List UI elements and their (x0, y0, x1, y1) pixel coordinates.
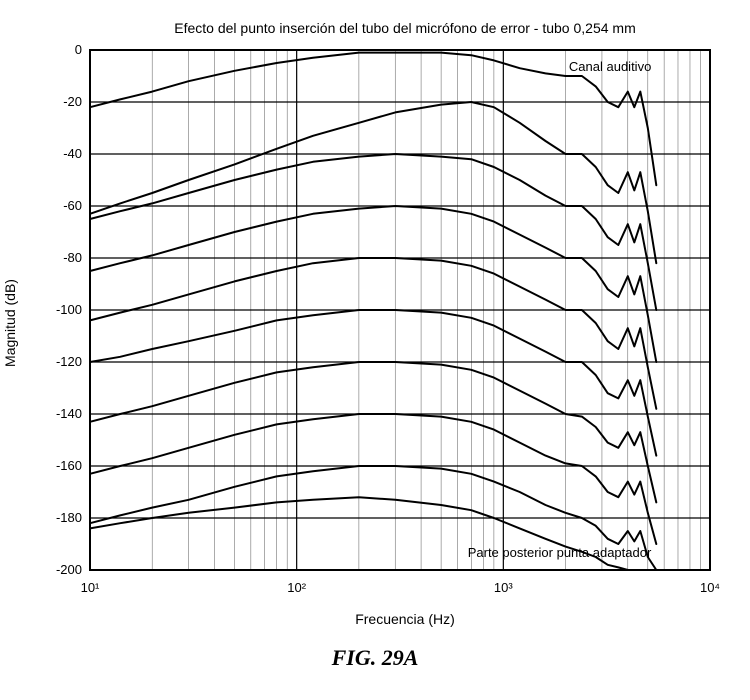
svg-text:10¹: 10¹ (81, 580, 100, 595)
svg-text:-80: -80 (63, 250, 82, 265)
annotation: Parte posterior punta adaptador (468, 545, 652, 560)
plot-svg: 10¹ 10² 10³ 10⁴ 0 -20 -40 -60 -80 -100 -120 -140 -16… (20, 40, 730, 605)
svg-text:-120: -120 (56, 354, 82, 369)
chart-title: Efecto del punto inserción del tubo del … (80, 20, 730, 36)
svg-text:-180: -180 (56, 510, 82, 525)
x-axis-label: Frecuencia (Hz) (80, 611, 730, 627)
chart-wrap: Magnitud (dB) 10¹10²10³10⁴0-20-40-60-80-… (20, 40, 730, 605)
svg-text:-140: -140 (56, 406, 82, 421)
figure-caption: FIG. 29A (20, 645, 730, 671)
svg-text:10⁴: 10⁴ (700, 580, 720, 595)
svg-text:-160: -160 (56, 458, 82, 473)
annotation: Canal auditivo (569, 59, 651, 74)
svg-text:10²: 10² (287, 580, 306, 595)
svg-text:-200: -200 (56, 562, 82, 577)
svg-text:0: 0 (75, 42, 82, 57)
svg-text:-100: -100 (56, 302, 82, 317)
svg-text:-20: -20 (63, 94, 82, 109)
svg-text:-60: -60 (63, 198, 82, 213)
svg-text:-40: -40 (63, 146, 82, 161)
svg-text:10³: 10³ (494, 580, 513, 595)
y-axis-label: Magnitud (dB) (2, 279, 18, 367)
figure-container: Efecto del punto inserción del tubo del … (20, 20, 730, 671)
